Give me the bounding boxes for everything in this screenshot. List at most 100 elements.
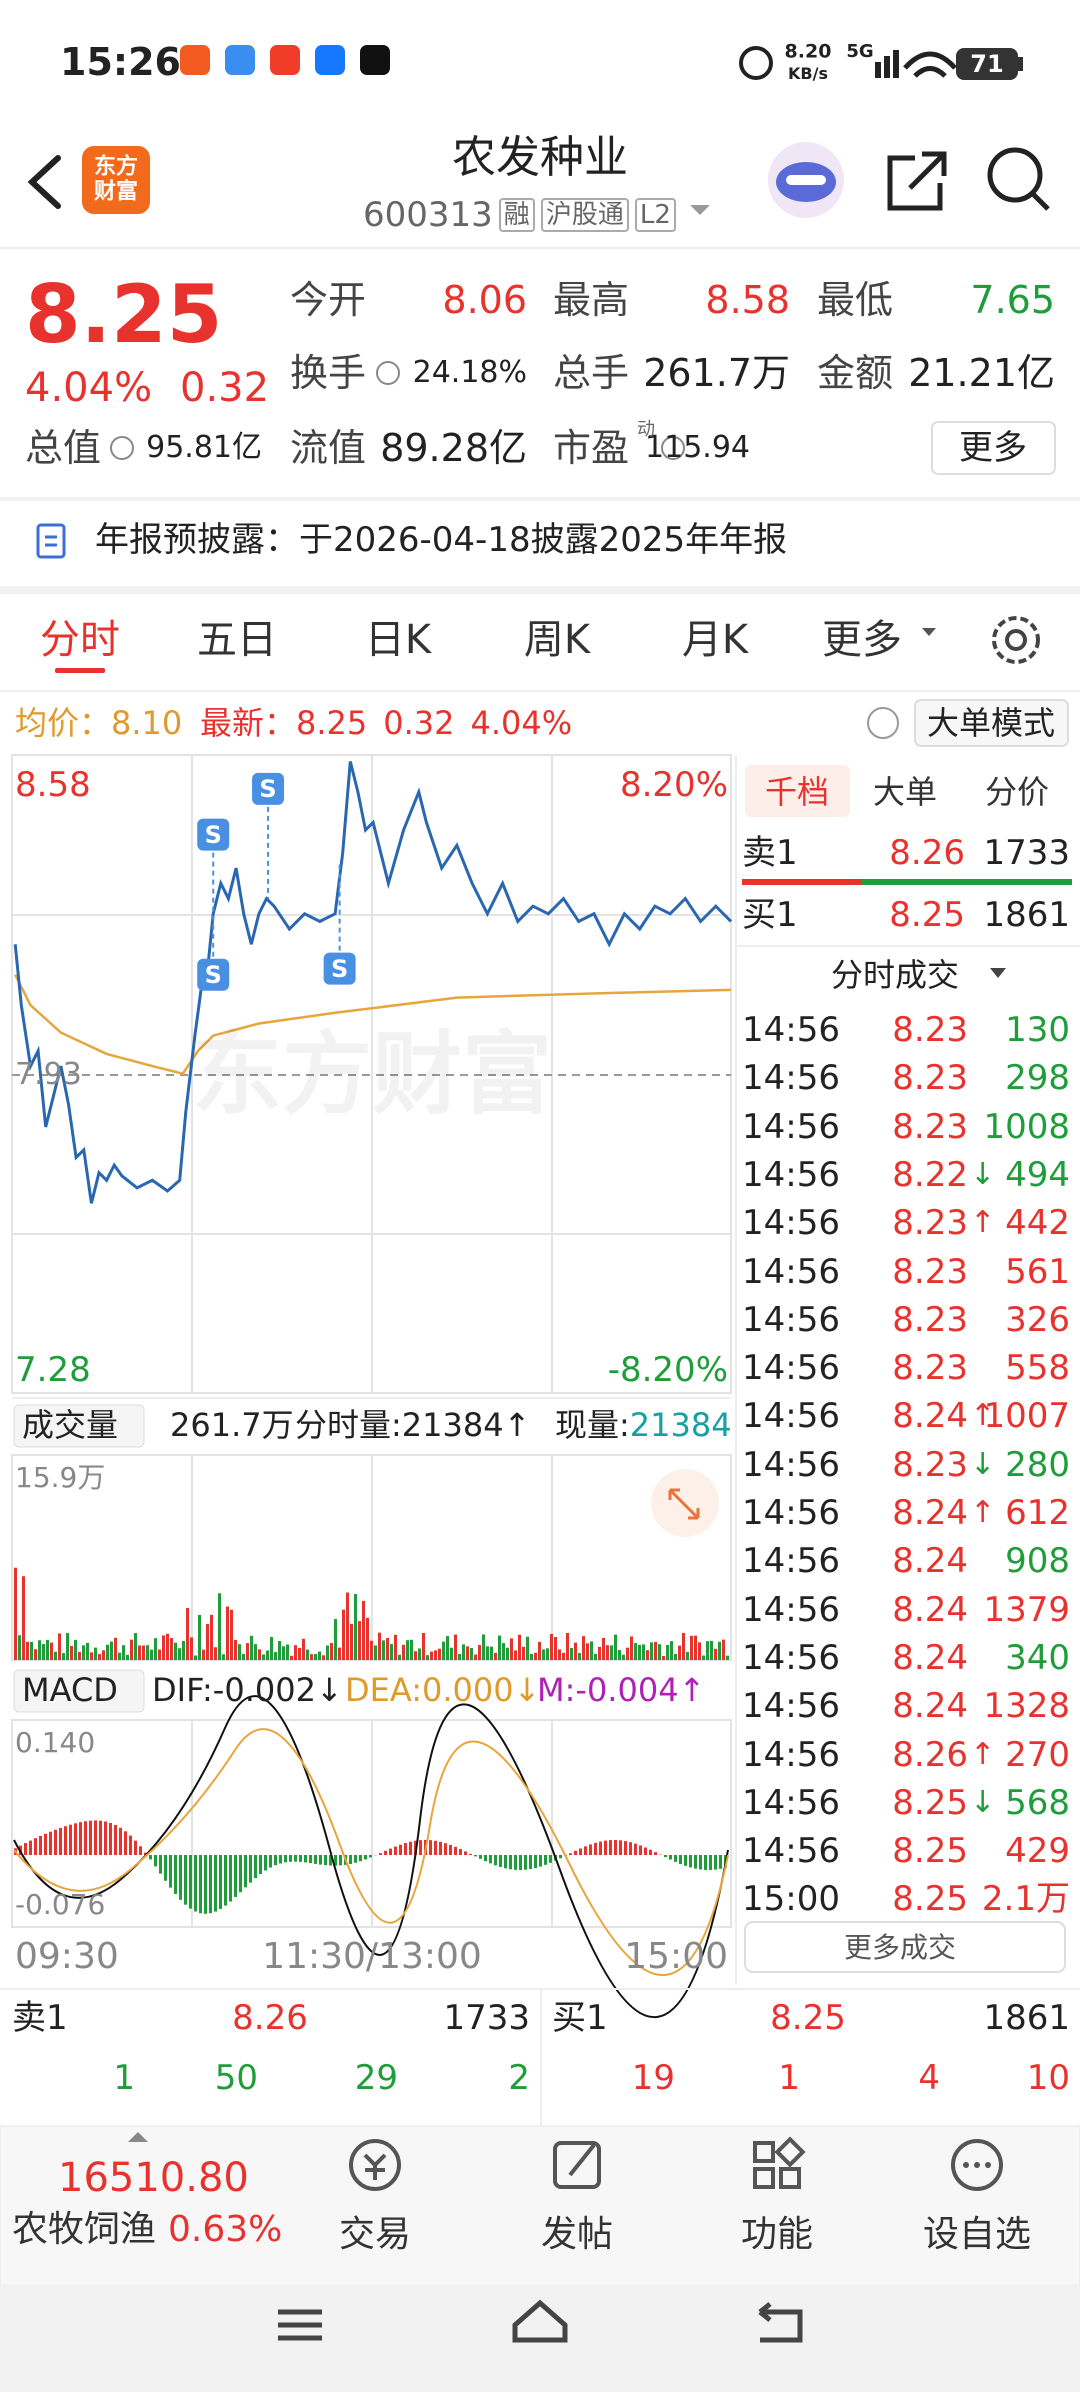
chart-shape: [534, 1855, 537, 1869]
chart-shape: [678, 1645, 681, 1660]
chart-shape: [104, 1821, 107, 1855]
stat-label: 换手: [290, 351, 367, 395]
nav-icons[interactable]: [349, 2136, 1003, 2191]
nav-item[interactable]: 交易: [338, 2214, 412, 2255]
chart-shape: [599, 1841, 602, 1855]
trade-volume: 442: [1005, 1203, 1070, 1244]
trade-time: 14:56: [742, 1782, 840, 1823]
chart-shape: [446, 1636, 449, 1660]
chart-shape: [470, 1648, 473, 1660]
chart-shape: [518, 1634, 521, 1660]
chart-shape: [379, 1853, 382, 1855]
chart-shape: [479, 1855, 482, 1859]
stat-value: 8.06: [442, 278, 527, 322]
nav-item[interactable]: 发帖: [540, 2214, 614, 2255]
nav-item[interactable]: 功能: [740, 2214, 814, 2255]
chart-shape: [694, 1635, 697, 1660]
macd-label[interactable]: MACD: [22, 1671, 118, 1709]
tab[interactable]: 周K: [523, 617, 591, 663]
chart-shape: [670, 1641, 673, 1660]
chart-shape: [119, 1827, 122, 1855]
chart-shape: [99, 1820, 102, 1855]
chart-shape: [490, 1646, 493, 1660]
chart-shape: [22, 1576, 25, 1660]
tab-underline: [55, 668, 105, 673]
chart-shape: [286, 1644, 289, 1660]
chart-shape: [714, 1648, 717, 1660]
chart-shape: [394, 1634, 397, 1660]
nav-item[interactable]: 设自选: [922, 2214, 1032, 2255]
trade-marker[interactable]: S: [204, 960, 222, 989]
trade-marker[interactable]: S: [204, 820, 222, 849]
trade-marker[interactable]: S: [259, 774, 277, 803]
mode-button[interactable]: [914, 699, 1069, 747]
chart-shape: [74, 1823, 77, 1855]
trade-price: 8.24: [892, 1686, 968, 1727]
side-tab-active[interactable]: [745, 765, 850, 817]
chart-shape: [198, 1614, 201, 1660]
chart-shape: [174, 1642, 177, 1660]
chart-shape: [389, 1848, 392, 1855]
change-pct: 4.04%: [25, 365, 153, 411]
trade-time: 14:56: [742, 1203, 840, 1244]
side-tab[interactable]: 分价: [984, 773, 1050, 811]
chart-shape: [534, 1652, 537, 1660]
current-volume: 现量: 21384: [555, 1409, 732, 1441]
tab[interactable]: 五日: [197, 617, 277, 663]
more-trades[interactable]: 更多成交: [843, 1931, 957, 1964]
volume-label[interactable]: 成交量: [22, 1406, 119, 1444]
chart-shape: [24, 1843, 27, 1855]
index-value[interactable]: 16510.80: [58, 2155, 249, 2201]
chart-shape: [426, 1655, 429, 1660]
chart-shape: [159, 1855, 162, 1874]
assistant-icon[interactable]: [768, 142, 844, 218]
chart-shape: [126, 1654, 129, 1660]
tab[interactable]: 更多: [822, 617, 902, 663]
tab[interactable]: 日K: [364, 617, 432, 663]
chart-shape: [334, 1855, 337, 1866]
chart-shape: [122, 1645, 125, 1660]
chart-shape: [524, 1855, 527, 1870]
tab[interactable]: 分时: [40, 617, 120, 663]
back-icon[interactable]: [27, 155, 61, 209]
trade-volume: 612: [1005, 1493, 1070, 1533]
more-trades-button[interactable]: [744, 1921, 1066, 1973]
chart-shape: [124, 1831, 127, 1855]
trade-time: 14:56: [742, 1589, 840, 1630]
volume-max: 15.9万: [15, 1461, 106, 1494]
chart-shape: [469, 1853, 472, 1855]
chart-shape: [418, 1648, 421, 1660]
search-icon[interactable]: [987, 147, 1050, 211]
chart-shape: [252, 772, 285, 805]
trade-volume: 429: [1005, 1831, 1070, 1872]
mode-label[interactable]: 大单模式: [926, 704, 1056, 742]
side-tab[interactable]: 大单: [872, 773, 938, 811]
side-tab[interactable]: 千档: [764, 773, 830, 811]
chart-shape: [462, 1644, 465, 1660]
chart-shape: [246, 1643, 249, 1660]
tab-dropdown[interactable]: [922, 628, 936, 636]
chart-shape: [549, 1855, 552, 1863]
trade-price: 8.23: [892, 1203, 968, 1244]
more-button[interactable]: [931, 421, 1056, 475]
tab[interactable]: 月K: [681, 617, 749, 663]
notice-icon: [36, 523, 66, 559]
dropdown-icon[interactable]: [690, 205, 710, 215]
trade-marker[interactable]: S: [330, 954, 349, 983]
chart-shape: [38, 1640, 41, 1660]
trade-time: 14:56: [742, 1396, 840, 1437]
chart-shape: [309, 1855, 312, 1864]
chart-shape: [539, 1855, 542, 1867]
share-icon[interactable]: [887, 151, 947, 211]
trade-volume: 494: [1005, 1154, 1070, 1195]
help-icon[interactable]: [867, 707, 899, 739]
more-button-label[interactable]: 更多: [959, 428, 1027, 468]
system-nav-icons[interactable]: [278, 2299, 803, 2343]
macd-selector[interactable]: [13, 1669, 145, 1713]
settings-icon[interactable]: [992, 616, 1040, 664]
chart-shape: [624, 1841, 627, 1855]
volume-selector[interactable]: [13, 1404, 145, 1448]
chart-shape: [274, 1855, 277, 1866]
chart-shape: [284, 1855, 287, 1863]
chart-shape: [602, 1637, 605, 1660]
